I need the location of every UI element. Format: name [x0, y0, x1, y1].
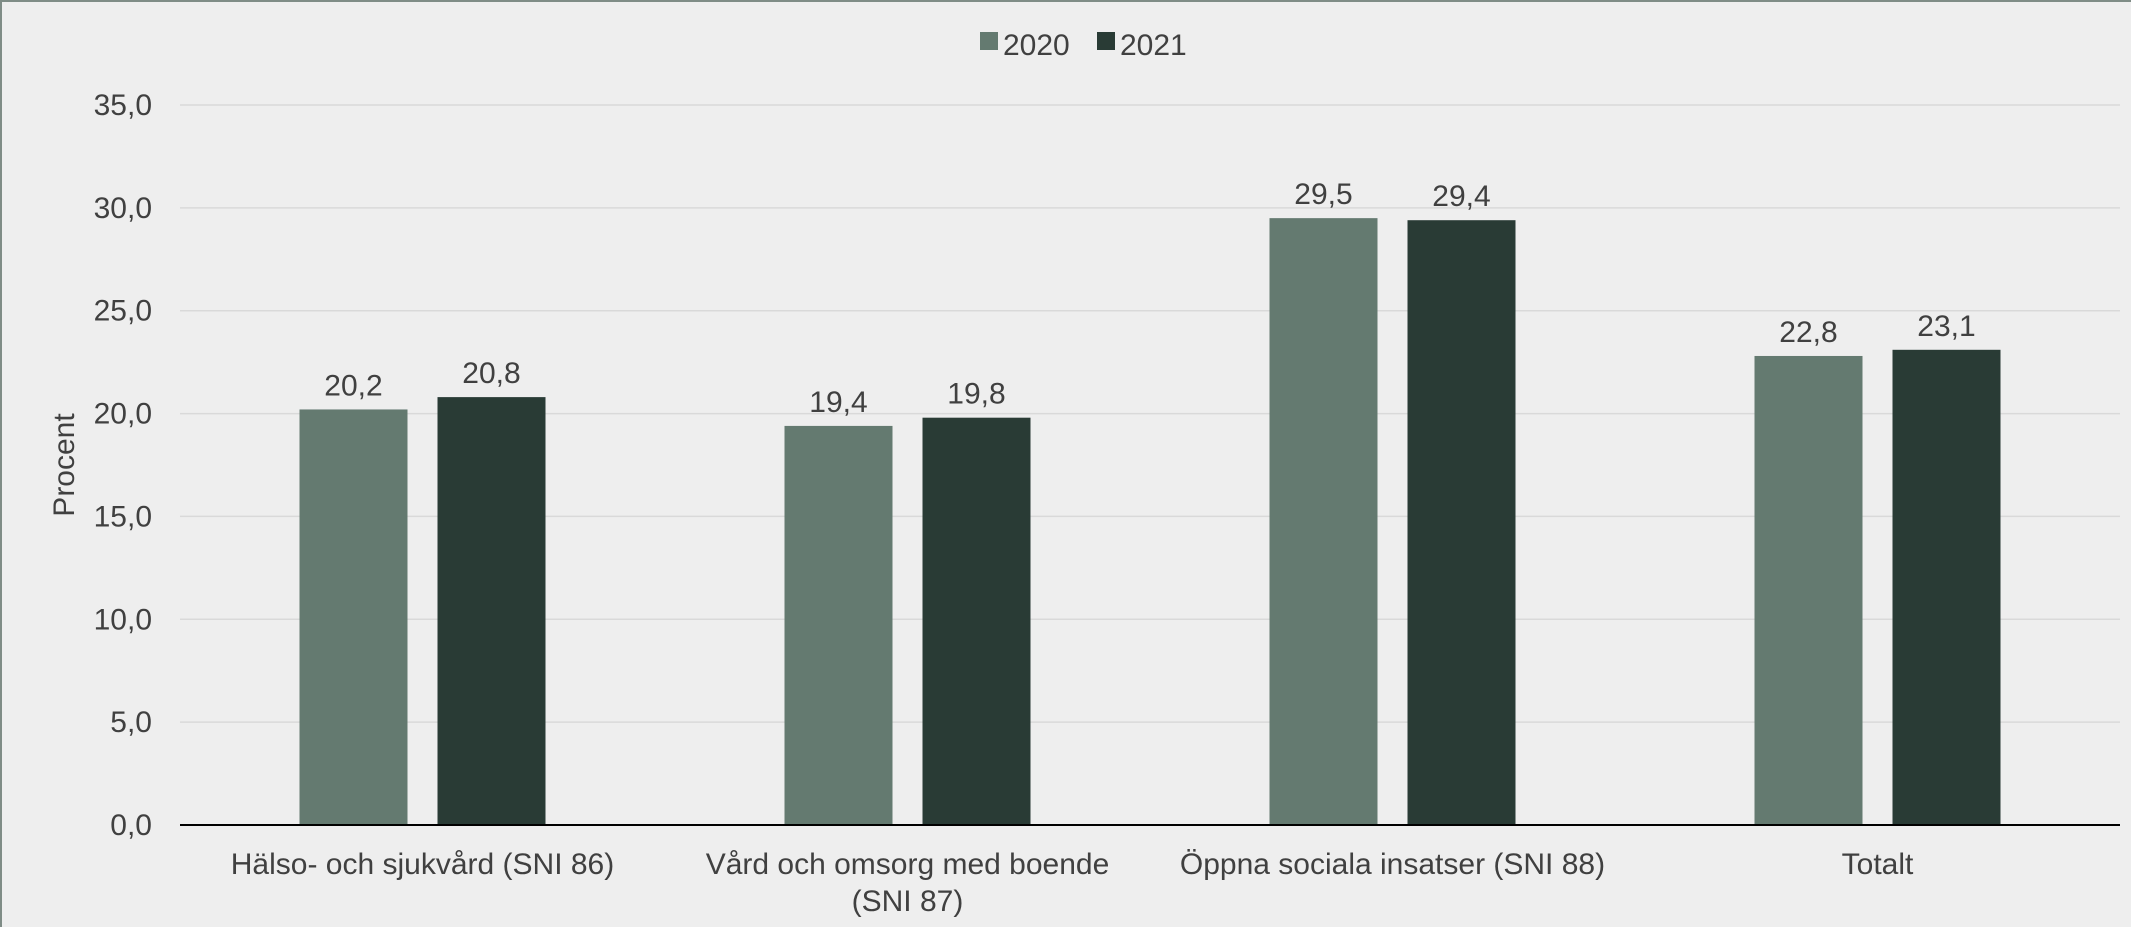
y-tick-label: 15,0: [94, 500, 152, 533]
bar-2021: [1892, 349, 2001, 825]
data-label: 23,1: [1917, 310, 1975, 343]
legend: 2020 2021: [980, 29, 1187, 62]
bar-2021: [922, 417, 1031, 825]
x-category-label: Vård och omsorg med boende (SNI 87): [706, 848, 1110, 918]
y-axis-title: Procent: [48, 413, 81, 517]
x-category-label: Totalt: [1842, 848, 1914, 881]
bar-2021: [1407, 220, 1516, 825]
legend-swatch-2020: [980, 32, 998, 50]
bar-2020: [1754, 355, 1863, 825]
data-label: 19,4: [809, 386, 867, 419]
data-label: 22,8: [1779, 316, 1837, 349]
y-tick-label: 20,0: [94, 398, 152, 431]
y-tick-label: 10,0: [94, 603, 152, 636]
data-label: 29,5: [1294, 178, 1352, 211]
x-category-label: Hälso- och sjukvård (SNI 86): [231, 848, 614, 881]
x-category-label: Öppna sociala insatser (SNI 88): [1180, 848, 1605, 881]
y-tick-label: 25,0: [94, 295, 152, 328]
legend-swatch-2021: [1097, 32, 1115, 50]
bar-2020: [1269, 218, 1378, 826]
x-axis-labels: Hälso- och sjukvård (SNI 86) Vård och oms…: [231, 848, 1914, 918]
y-tick-label: 35,0: [94, 89, 152, 122]
legend-label-2020: 2020: [1003, 29, 1070, 62]
data-label: 29,4: [1432, 180, 1490, 213]
data-label: 20,8: [462, 357, 520, 390]
data-label: 19,8: [947, 378, 1005, 411]
bar-2021: [437, 397, 546, 825]
data-label: 20,2: [324, 369, 382, 402]
bar-2020: [299, 409, 408, 825]
y-tick-label: 0,0: [110, 809, 152, 842]
bar-2020: [784, 425, 893, 825]
bars: [299, 218, 2001, 826]
y-axis-ticks: 0,0 5,0 10,0 15,0 20,0 25,0 30,0 35,0: [94, 89, 152, 842]
y-tick-label: 30,0: [94, 192, 152, 225]
data-labels: 20,2 20,8 19,4 19,8 29,5 29,4 22,8 23,1: [324, 178, 1975, 419]
legend-label-2021: 2021: [1120, 29, 1187, 62]
y-tick-label: 5,0: [110, 706, 152, 739]
